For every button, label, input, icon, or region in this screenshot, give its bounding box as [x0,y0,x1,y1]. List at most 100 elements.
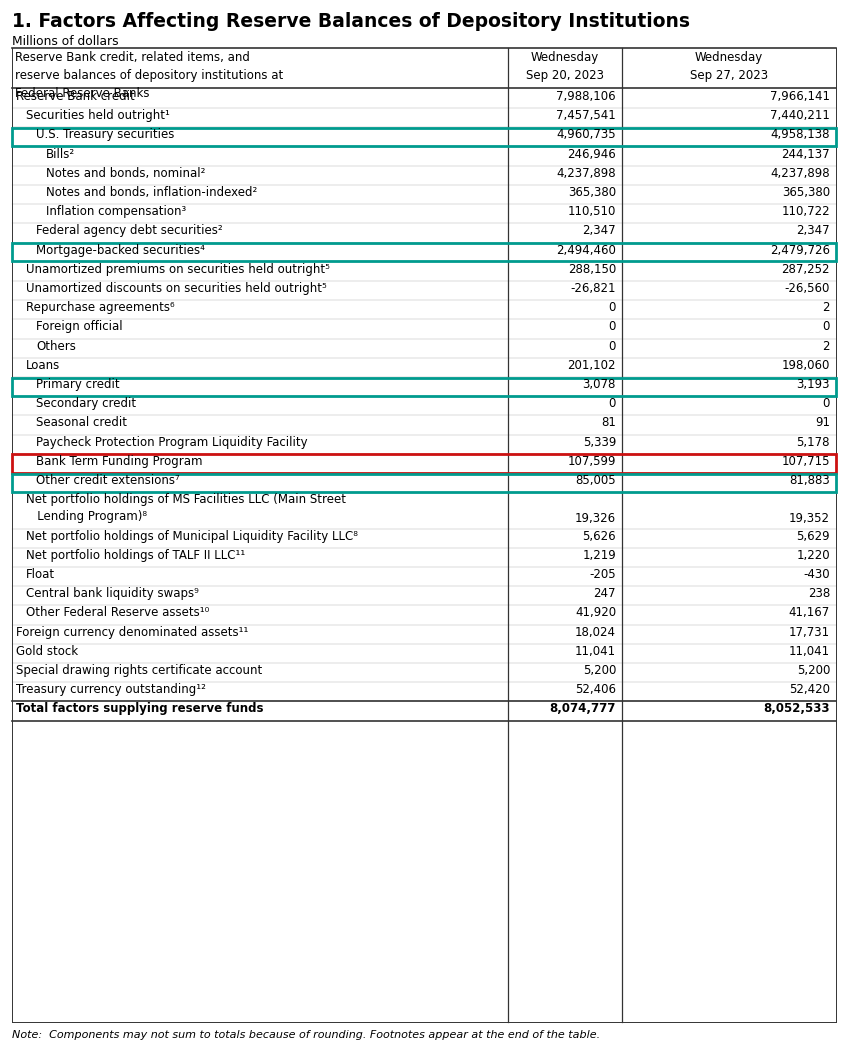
Text: Repurchase agreements⁶: Repurchase agreements⁶ [26,301,175,314]
Text: 5,178: 5,178 [796,436,830,448]
Text: Primary credit: Primary credit [36,378,120,391]
Text: 365,380: 365,380 [568,186,616,199]
Text: Float: Float [26,568,55,581]
Text: Central bank liquidity swaps⁹: Central bank liquidity swaps⁹ [26,587,199,600]
Text: 81: 81 [601,417,616,429]
Text: 365,380: 365,380 [782,186,830,199]
Text: -26,560: -26,560 [784,282,830,295]
Text: 5,339: 5,339 [583,436,616,448]
Text: 0: 0 [609,339,616,353]
Text: 4,237,898: 4,237,898 [770,166,830,180]
Bar [12,128,836,146]
Text: 52,406: 52,406 [575,684,616,696]
Text: 0: 0 [823,320,830,334]
Text: Securities held outright¹: Securities held outright¹ [26,109,170,122]
Text: Unamortized discounts on securities held outright⁵: Unamortized discounts on securities held… [26,282,326,295]
Text: 7,966,141: 7,966,141 [770,90,830,103]
Text: 110,722: 110,722 [781,206,830,218]
Text: 4,237,898: 4,237,898 [556,166,616,180]
Text: 19,352: 19,352 [789,512,830,526]
Text: Net portfolio holdings of TALF II LLC¹¹: Net portfolio holdings of TALF II LLC¹¹ [26,549,245,562]
Text: Loans: Loans [26,358,60,372]
Text: Treasury currency outstanding¹²: Treasury currency outstanding¹² [16,684,206,696]
Text: 1,219: 1,219 [583,549,616,562]
Text: Millions of dollars: Millions of dollars [12,35,119,48]
Text: Gold stock: Gold stock [16,644,78,658]
Text: 2: 2 [823,301,830,314]
Text: -430: -430 [803,568,830,581]
Text: Other Federal Reserve assets¹⁰: Other Federal Reserve assets¹⁰ [26,606,209,619]
Text: Notes and bonds, inflation-indexed²: Notes and bonds, inflation-indexed² [46,186,257,199]
Text: 19,326: 19,326 [575,512,616,526]
Text: 3,078: 3,078 [583,378,616,391]
Text: 2,479,726: 2,479,726 [770,244,830,257]
Text: Unamortized premiums on securities held outright⁵: Unamortized premiums on securities held … [26,263,330,276]
Text: 85,005: 85,005 [576,474,616,487]
Text: Foreign currency denominated assets¹¹: Foreign currency denominated assets¹¹ [16,625,248,639]
Text: -205: -205 [589,568,616,581]
Text: 198,060: 198,060 [782,358,830,372]
Text: Others: Others [36,339,75,353]
Text: 1,220: 1,220 [796,549,830,562]
Text: 81,883: 81,883 [789,474,830,487]
Text: 4,960,735: 4,960,735 [556,128,616,141]
Text: 7,988,106: 7,988,106 [556,90,616,103]
Text: 244,137: 244,137 [781,147,830,161]
Text: 17,731: 17,731 [789,625,830,639]
Bar [12,243,836,262]
Bar [12,474,836,492]
Text: 5,626: 5,626 [583,530,616,543]
Text: 41,167: 41,167 [789,606,830,619]
Text: 1. Factors Affecting Reserve Balances of Depository Institutions: 1. Factors Affecting Reserve Balances of… [12,12,690,31]
Text: 0: 0 [609,301,616,314]
Text: 0: 0 [609,398,616,410]
Text: Paycheck Protection Program Liquidity Facility: Paycheck Protection Program Liquidity Fa… [36,436,308,448]
Text: Mortgage-backed securities⁴: Mortgage-backed securities⁴ [36,244,205,257]
Text: 0: 0 [823,398,830,410]
Text: Net portfolio holdings of Municipal Liquidity Facility LLC⁸: Net portfolio holdings of Municipal Liqu… [26,530,358,543]
Text: 91: 91 [815,417,830,429]
Text: 8,074,777: 8,074,777 [550,703,616,716]
Text: Special drawing rights certificate account: Special drawing rights certificate accou… [16,664,262,677]
Text: 3,193: 3,193 [796,378,830,391]
Text: Foreign official: Foreign official [36,320,123,334]
Text: 2,347: 2,347 [796,225,830,237]
Text: 5,200: 5,200 [796,664,830,677]
Text: 5,200: 5,200 [583,664,616,677]
Text: 41,920: 41,920 [575,606,616,619]
Text: Reserve Bank credit, related items, and
reserve balances of depository instituti: Reserve Bank credit, related items, and … [15,51,283,100]
Text: -26,821: -26,821 [571,282,616,295]
Text: 2,494,460: 2,494,460 [556,244,616,257]
Text: 2,347: 2,347 [583,225,616,237]
Text: Wednesday
Sep 27, 2023: Wednesday Sep 27, 2023 [690,51,768,82]
Text: 246,946: 246,946 [567,147,616,161]
Text: 238: 238 [808,587,830,600]
Bar [12,455,836,473]
Text: Secondary credit: Secondary credit [36,398,137,410]
Text: Inflation compensation³: Inflation compensation³ [46,206,187,218]
Text: Note:  Components may not sum to totals because of rounding. Footnotes appear at: Note: Components may not sum to totals b… [12,1030,600,1040]
Text: 11,041: 11,041 [575,644,616,658]
Text: 7,457,541: 7,457,541 [556,109,616,122]
Text: 11,041: 11,041 [789,644,830,658]
Text: U.S. Treasury securities: U.S. Treasury securities [36,128,175,141]
Text: 52,420: 52,420 [789,684,830,696]
Text: Net portfolio holdings of MS Facilities LLC (Main Street
   Lending Program)⁸: Net portfolio holdings of MS Facilities … [26,493,346,524]
Text: 110,510: 110,510 [567,206,616,218]
Text: 8,052,533: 8,052,533 [763,703,830,716]
Text: Seasonal credit: Seasonal credit [36,417,127,429]
Text: Total factors supplying reserve funds: Total factors supplying reserve funds [16,703,264,716]
Text: 0: 0 [609,320,616,334]
Bar [12,377,836,395]
Text: Bills²: Bills² [46,147,75,161]
Text: 201,102: 201,102 [567,358,616,372]
Text: 5,629: 5,629 [796,530,830,543]
Text: Federal agency debt securities²: Federal agency debt securities² [36,225,223,237]
Text: 2: 2 [823,339,830,353]
Text: Reserve Bank credit: Reserve Bank credit [16,90,135,103]
Text: 107,599: 107,599 [567,455,616,467]
Text: 7,440,211: 7,440,211 [770,109,830,122]
Text: 247: 247 [594,587,616,600]
Text: 287,252: 287,252 [782,263,830,276]
Text: 107,715: 107,715 [782,455,830,467]
